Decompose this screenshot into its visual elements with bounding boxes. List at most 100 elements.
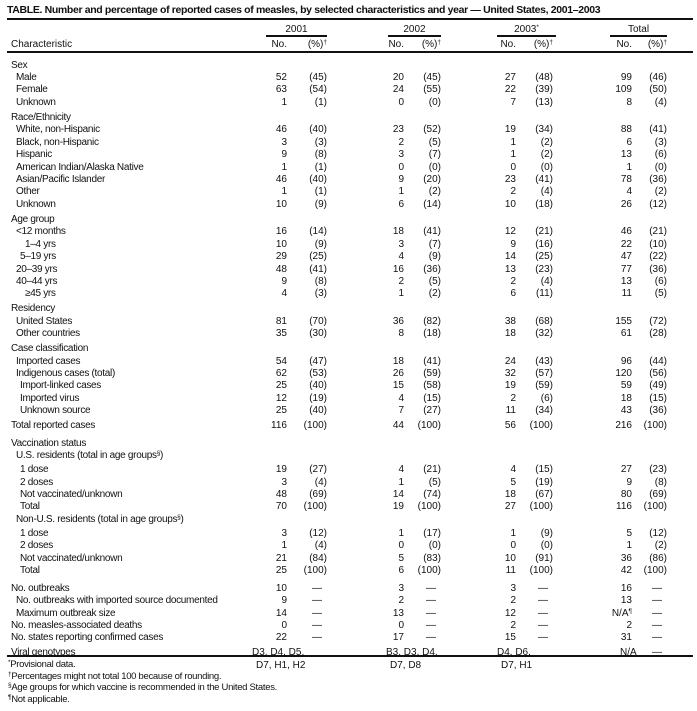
count-cell: 63: [247, 84, 287, 96]
count-value: 6: [510, 288, 516, 300]
table-row: 40–44 yrs 9 2 2 13 (8) (5) (4) (6): [0, 276, 697, 288]
count-value: 22: [275, 632, 287, 644]
percent-cell: (6): [654, 275, 667, 287]
percent-cell: (12): [649, 527, 667, 539]
count-value: 15: [504, 632, 516, 644]
percent-cell: (69): [309, 489, 327, 500]
count-value: 46: [275, 173, 287, 185]
percent-cell: (30): [309, 328, 327, 340]
dash-cell: —: [538, 632, 548, 644]
dash-cell: —: [426, 607, 436, 619]
count-value: 1: [398, 288, 404, 300]
count-cell: 2: [364, 137, 404, 149]
pct-label: (%): [307, 39, 324, 50]
count-value: 46: [275, 124, 287, 136]
count-value: 77: [620, 263, 632, 275]
percent-cell: (14): [423, 198, 441, 210]
count-cell: 5: [364, 553, 404, 565]
row-label: 1 dose: [20, 464, 49, 476]
count-cell: 16: [364, 264, 404, 276]
count-value: 10: [275, 198, 287, 210]
count-value: 8: [398, 328, 404, 340]
pct-label: (%): [533, 39, 550, 50]
percent-cell: (21): [535, 226, 553, 238]
percent-cell: (0): [428, 540, 441, 552]
percent-cell: (49): [649, 380, 667, 392]
row-label-text: No. outbreaks: [11, 582, 70, 594]
count-cell: 12: [247, 393, 287, 405]
count-cell: 11: [592, 288, 632, 300]
percent-cell: (5): [428, 275, 441, 287]
count-value: 116: [271, 420, 287, 432]
count-value: 9: [281, 595, 287, 607]
row-label: Age group: [11, 214, 55, 226]
table-row: U.S. residents (total in age groups§): [0, 450, 697, 464]
percent-cell: (34): [535, 124, 553, 136]
count-value: 16: [275, 226, 287, 238]
count-value: 3: [398, 149, 404, 161]
count-cell: 26: [592, 199, 632, 211]
count-cell: 6: [364, 565, 404, 577]
count-value: 62: [275, 368, 287, 379]
row-label-text: Non-U.S. residents (total in age groups: [16, 513, 178, 525]
count-cell: N/A¶: [592, 608, 632, 620]
count-cell: 19: [476, 380, 516, 392]
pct-label: (%): [421, 39, 438, 50]
count-cell: 3: [364, 239, 404, 251]
count-cell: 32: [476, 368, 516, 380]
count-value: 17: [392, 632, 404, 644]
count-value: 96: [620, 355, 632, 367]
count-value: 1: [398, 476, 404, 488]
table-row: Age group: [0, 214, 697, 226]
count-value: 9: [398, 173, 404, 185]
count-value: 27: [504, 71, 516, 83]
count-cell: 19: [247, 464, 287, 476]
count-cell: 14: [247, 608, 287, 620]
table-row: Other countries 35 8 18 61 (30) (18) (32) (28): [0, 328, 697, 340]
table-row: Total 70 19 27 116 (100) (100) (100) (100): [0, 501, 697, 513]
count-cell: 116: [247, 420, 287, 432]
count-value: 99: [620, 71, 632, 83]
count-value: 155: [615, 315, 632, 327]
percent-cell: (41): [535, 173, 553, 185]
count-value: 21: [275, 552, 287, 564]
count-value: 10: [275, 238, 287, 250]
count-cell: 24: [364, 84, 404, 96]
count-cell: 3: [247, 528, 287, 540]
table-row: Unknown 1 0 7 8 (1) (0) (13) (4): [0, 97, 697, 109]
count-cell: 12: [476, 226, 516, 238]
row-label: U.S. residents (total in age groups§): [16, 450, 163, 462]
genotype-line: B3, D3, D4,: [386, 647, 438, 659]
row-label-text: ≥45 yrs: [25, 288, 56, 300]
percent-cell: (57): [535, 368, 553, 379]
table-row: White, non-Hispanic 46 23 19 88 (40) (52) (34) (…: [0, 124, 697, 136]
row-label-text: Other: [16, 186, 40, 198]
count-value: 1: [510, 149, 516, 161]
table-row: Case classification: [0, 343, 697, 355]
count-value: 42: [620, 565, 632, 577]
count-cell: 54: [247, 356, 287, 368]
table-row: Unknown 10 6 10 26 (9) (14) (18) (12): [0, 199, 697, 211]
count-cell: 3: [247, 137, 287, 149]
footnote-mark: §: [156, 450, 161, 458]
year-label: 2002: [403, 24, 426, 35]
count-cell: 38: [476, 316, 516, 328]
table-row: 2 doses 1 0 0 1 (4) (0) (0) (2): [0, 540, 697, 552]
count-cell: 35: [247, 328, 287, 340]
footnote-mark: *: [536, 24, 539, 31]
genotype-line: D7, D8: [390, 659, 422, 671]
count-cell: 22: [476, 84, 516, 96]
count-value: 6: [398, 198, 404, 210]
row-label-text: Vaccination status: [11, 437, 87, 449]
percent-cell: (59): [535, 380, 553, 392]
percent-cell: (100): [303, 420, 327, 432]
percent-cell: (0): [540, 540, 553, 552]
row-label: Not vaccinated/unknown: [20, 489, 123, 501]
count-value: 9: [626, 476, 632, 488]
count-value: 1: [281, 96, 287, 108]
dash-cell: —: [426, 632, 436, 644]
percent-cell: (46): [649, 71, 667, 83]
percent-cell: (40): [309, 380, 327, 392]
count-value: 52: [275, 71, 287, 83]
percent-cell: (100): [303, 565, 327, 577]
